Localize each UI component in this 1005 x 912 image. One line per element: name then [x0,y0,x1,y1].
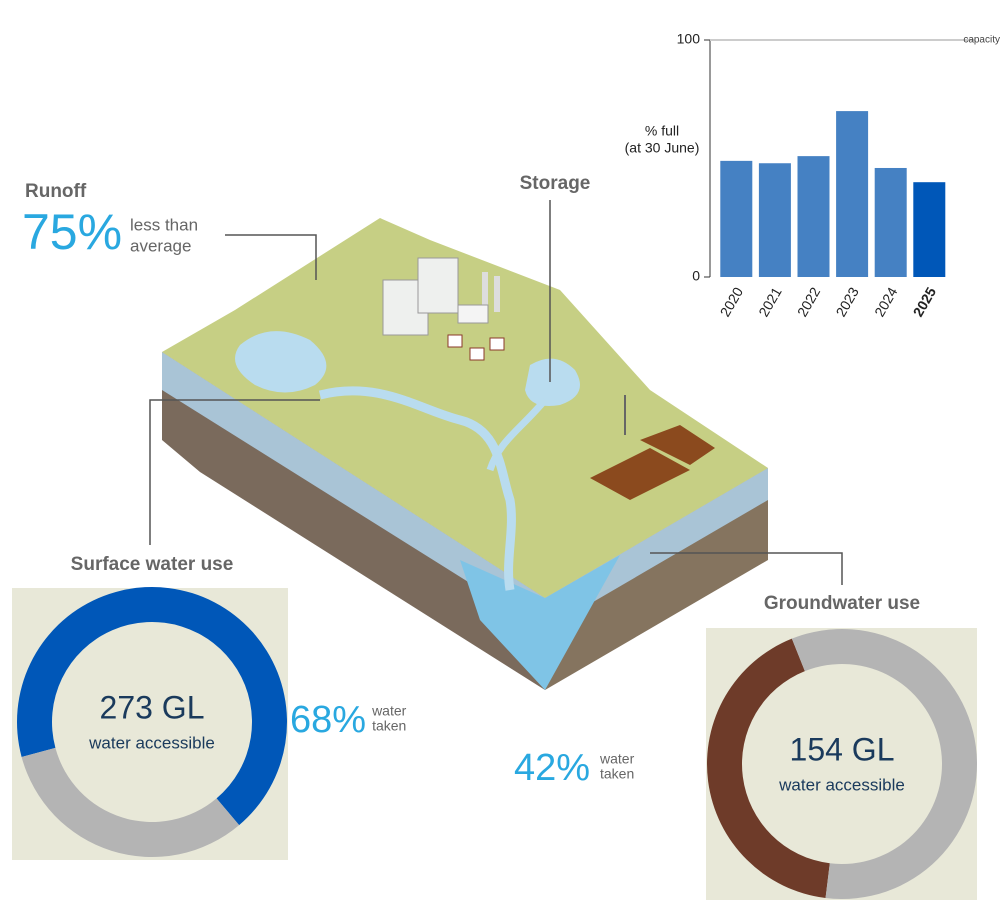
donut-segment [21,747,240,857]
annotation: capacity [963,35,1000,46]
connector [225,234,317,280]
x-tick-label: 2025 [910,284,940,319]
landscape [162,218,768,690]
land-top [162,218,768,598]
lake [235,331,327,393]
bar [720,160,753,277]
chimney [494,276,500,312]
value-note: water [599,751,635,767]
bar [797,156,830,277]
runoff-value: 75% [22,204,122,260]
bar [758,163,791,277]
value-label: 42% [514,747,590,789]
chimney [482,272,488,310]
x-tick-label: 2020 [717,284,747,319]
river [318,386,516,591]
y-tick-label: 0 [692,268,700,284]
x-tick-label: 2024 [871,284,901,319]
bar [913,182,946,277]
house [469,347,485,361]
runoff-note: less than [130,215,198,234]
bar [836,111,869,277]
center-value: 154 GL [790,731,895,767]
value-note: water [371,703,407,719]
house [447,334,463,348]
house [457,304,489,324]
waterfall [460,555,620,690]
building [417,257,459,314]
value-label: 68% [290,699,366,741]
y-tick-label: 100 [677,31,701,47]
chart-title: Surface water use [71,554,234,575]
chart-title: Groundwater use [764,593,920,614]
runoff-note: average [130,236,191,255]
field [590,448,690,500]
value-note: taken [372,718,406,734]
river [486,397,548,472]
house [489,337,505,351]
y-axis-label: (at 30 June) [625,140,700,156]
value-note: taken [600,766,634,782]
center-label: water accessible [88,733,215,752]
connector [149,399,320,545]
donut-segment [791,629,977,899]
lake [525,358,580,406]
bar [874,167,907,277]
field [640,425,715,465]
runoff-title: Runoff [25,181,87,202]
storage-title: Storage [520,173,591,194]
donut-segment [707,638,830,898]
donut-segment [17,587,288,826]
y-axis-label: % full [645,123,679,139]
x-tick-label: 2023 [832,284,862,319]
x-tick-label: 2022 [794,284,824,319]
center-value: 273 GL [100,689,205,725]
center-label: water accessible [778,775,905,794]
x-tick-label: 2021 [755,284,785,319]
aquifer-left [162,352,545,630]
connector [650,552,843,585]
